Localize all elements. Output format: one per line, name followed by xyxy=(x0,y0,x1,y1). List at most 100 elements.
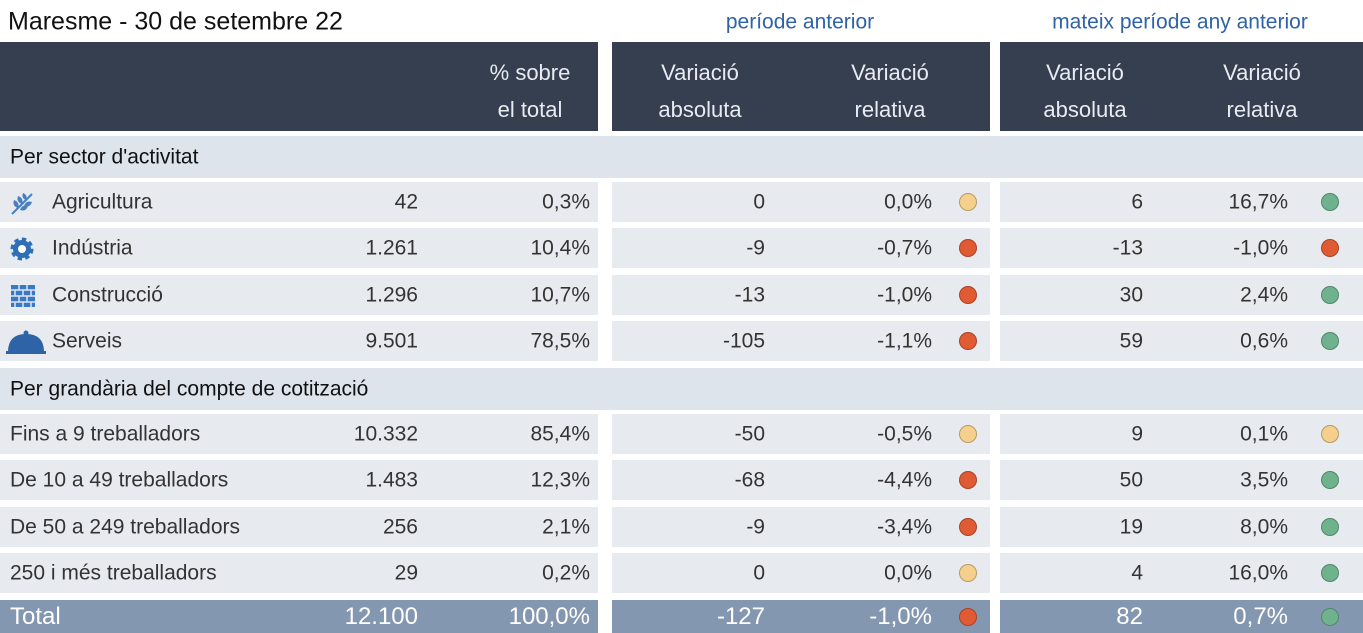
row-label: Serveis xyxy=(52,329,123,353)
cell: 16,7% xyxy=(1228,190,1288,214)
header-band xyxy=(1000,42,1363,131)
row-band xyxy=(1000,228,1363,269)
cell: 4 xyxy=(1131,561,1143,585)
cell: 19 xyxy=(1119,515,1143,539)
column-header: Variació xyxy=(661,60,739,85)
section-title: Per sector d'activitat xyxy=(10,145,199,169)
cell: -50 xyxy=(734,422,765,446)
row-band xyxy=(1000,414,1363,454)
status-dot xyxy=(1321,239,1339,258)
services-icon xyxy=(6,330,46,354)
row-label: Agricultura xyxy=(52,190,153,214)
agriculture-icon xyxy=(11,193,33,215)
cell: 1.483 xyxy=(365,468,418,492)
cell: 0,7% xyxy=(1233,603,1288,630)
column-header: relativa xyxy=(1226,97,1298,122)
row-band xyxy=(612,274,990,315)
cell: 6 xyxy=(1131,190,1143,214)
cell: -4,4% xyxy=(877,468,932,492)
status-dot xyxy=(1321,517,1339,536)
row-band xyxy=(612,320,990,361)
cell: -1,0% xyxy=(1233,236,1288,260)
cell: 8,0% xyxy=(1240,515,1288,539)
status-dot xyxy=(959,331,977,350)
cell: 9.501 xyxy=(365,329,418,353)
cell: 12.100 xyxy=(344,603,418,630)
status-dot xyxy=(1321,471,1339,490)
row-band xyxy=(0,552,598,593)
cell: 12,3% xyxy=(530,468,590,492)
cell: -1,0% xyxy=(877,283,932,307)
status-dot xyxy=(959,193,977,211)
cell: 0 xyxy=(753,190,765,214)
row-label: De 10 a 49 treballadors xyxy=(10,468,229,492)
cell: 30 xyxy=(1119,283,1143,307)
row-band xyxy=(0,506,598,547)
status-dot xyxy=(1321,331,1339,350)
cell: 2,1% xyxy=(542,515,590,539)
cell: 10,7% xyxy=(530,283,590,307)
cell: 29 xyxy=(394,561,418,585)
row-label: Indústria xyxy=(52,236,133,260)
row-band xyxy=(0,414,598,454)
row-band xyxy=(612,414,990,454)
row-band xyxy=(1000,552,1363,593)
row-label: Total xyxy=(10,603,61,630)
total-band xyxy=(1000,600,1363,633)
cell: -9 xyxy=(746,515,765,539)
cell: 0,1% xyxy=(1240,422,1288,446)
section-title: Per grandària del compte de cotització xyxy=(10,377,369,401)
header-band xyxy=(0,42,598,131)
cell: -9 xyxy=(746,236,765,260)
cell: 0,6% xyxy=(1240,329,1288,353)
cell: -13 xyxy=(1112,236,1143,260)
cell: 78,5% xyxy=(530,329,590,353)
row-band xyxy=(1000,274,1363,315)
cell: 0,0% xyxy=(884,561,932,585)
cell: 50 xyxy=(1119,468,1143,492)
cell: -1,0% xyxy=(869,603,932,630)
row-band xyxy=(1000,460,1363,501)
cell: 9 xyxy=(1131,422,1143,446)
cell: 59 xyxy=(1119,329,1143,353)
cell: 2,4% xyxy=(1240,283,1288,307)
total-band xyxy=(0,600,598,633)
column-header: % sobre xyxy=(489,60,571,85)
cell: 1.296 xyxy=(365,283,418,307)
status-dot xyxy=(1321,285,1339,304)
cell: 10.332 xyxy=(353,422,418,446)
title: Maresme - 30 de setembre 22 xyxy=(8,7,343,36)
status-dot xyxy=(959,608,977,626)
cell: -0,7% xyxy=(877,236,932,260)
row-band xyxy=(0,228,598,269)
row-band xyxy=(612,506,990,547)
cell: 0,3% xyxy=(542,190,590,214)
row-label: 250 i més treballadors xyxy=(10,561,217,585)
cell: 0,0% xyxy=(884,190,932,214)
cell: -3,4% xyxy=(877,515,932,539)
status-dot xyxy=(959,563,977,582)
column-header: Variació xyxy=(1223,60,1301,85)
cell: 256 xyxy=(382,515,418,539)
cell: -13 xyxy=(734,283,765,307)
row-band xyxy=(1000,506,1363,547)
industry-icon xyxy=(10,237,34,261)
status-dot xyxy=(959,471,977,490)
column-header: el total xyxy=(497,97,563,122)
row-band xyxy=(1000,320,1363,361)
row-band xyxy=(0,320,598,361)
cell: -1,1% xyxy=(877,329,932,353)
row-band xyxy=(0,182,598,222)
column-header: relativa xyxy=(854,97,926,122)
cell: 42 xyxy=(394,190,418,214)
cell: -105 xyxy=(722,329,765,353)
row-band xyxy=(1000,182,1363,222)
construction-icon xyxy=(11,285,35,307)
status-dot xyxy=(1321,608,1339,626)
section-band xyxy=(0,136,1363,178)
group-header: mateix període any anterior xyxy=(1052,10,1308,34)
cell: 3,5% xyxy=(1240,468,1288,492)
status-dot xyxy=(1321,425,1339,443)
cell: 16,0% xyxy=(1228,561,1288,585)
